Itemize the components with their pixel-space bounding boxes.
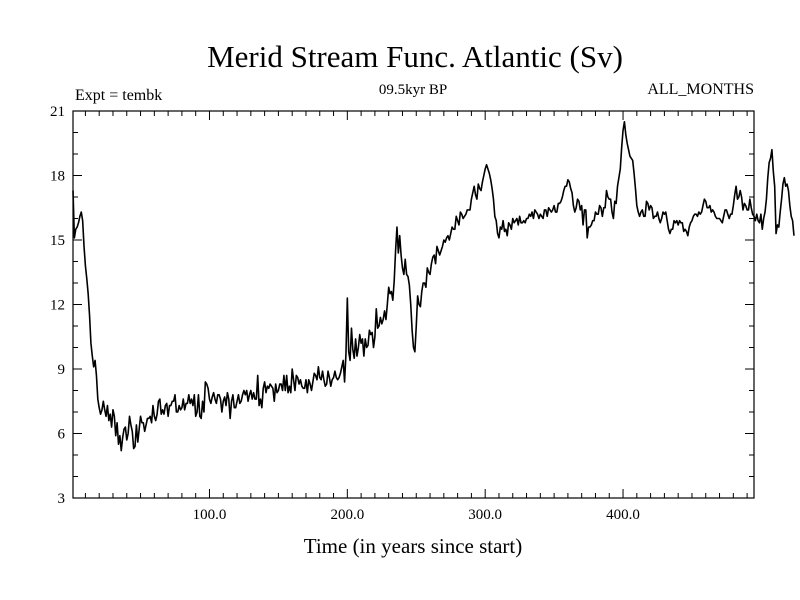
x-tick-label: 100.0 <box>193 507 227 523</box>
y-tick-label: 18 <box>50 169 65 185</box>
y-axis-ticks <box>73 132 754 477</box>
x-tick-label: 400.0 <box>606 507 640 523</box>
chart-subtitle: 09.5kyr BP <box>379 82 447 98</box>
x-axis-label: Time (in years since start) <box>304 534 523 558</box>
y-axis-tick-labels: 3 6 9 12 15 18 21 <box>50 104 66 507</box>
y-tick-label: 12 <box>50 298 65 314</box>
x-axis-tick-labels: 100.0 200.0 300.0 400.0 <box>193 507 640 523</box>
plot-frame <box>72 110 755 499</box>
x-tick-label: 300.0 <box>468 507 502 523</box>
y-tick-label: 6 <box>58 427 66 443</box>
y-tick-label: 9 <box>58 362 66 378</box>
y-tick-label: 15 <box>50 233 65 249</box>
y-tick-label: 3 <box>58 491 66 507</box>
experiment-label: Expt = tembk <box>75 87 162 104</box>
x-axis-ticks <box>84 111 748 498</box>
months-label: ALL_MONTHS <box>647 81 754 98</box>
chart-title: Merid Stream Func. Atlantic (Sv) <box>207 39 623 74</box>
series-line <box>72 120 795 452</box>
y-tick-label: 21 <box>50 104 65 120</box>
x-tick-label: 200.0 <box>330 507 364 523</box>
